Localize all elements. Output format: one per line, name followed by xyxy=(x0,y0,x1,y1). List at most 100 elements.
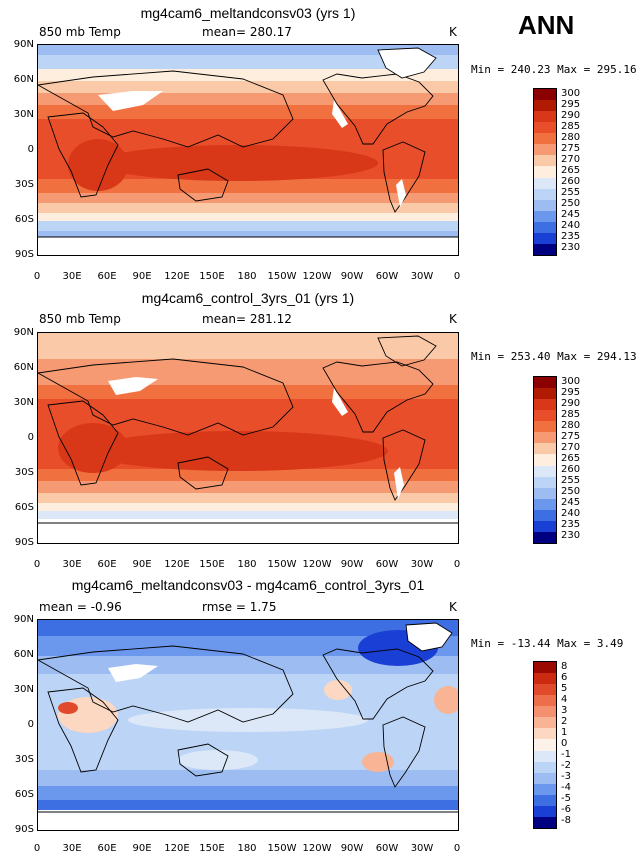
p1-xtick: 120E xyxy=(164,271,190,282)
colorbar-label: -2 xyxy=(561,760,571,772)
colorbar-label: 285 xyxy=(561,408,581,420)
p3-ytick: 30S xyxy=(14,754,34,765)
colorbar-label: 230 xyxy=(561,530,581,542)
colorbar-swatch xyxy=(534,772,556,785)
panel-1-colorbar xyxy=(533,88,557,256)
colorbar-swatch xyxy=(534,739,556,752)
colorbar-label: 245 xyxy=(561,209,581,221)
colorbar-label: -4 xyxy=(561,782,571,794)
colorbar-label: 8 xyxy=(561,660,568,672)
colorbar-label: -3 xyxy=(561,771,571,783)
panel-3-right-label: K xyxy=(449,600,457,614)
p1-ytick: 0 xyxy=(27,144,34,155)
p2-xtick: 180 xyxy=(237,559,257,570)
panel-2-colorbar xyxy=(533,376,557,544)
colorbar-label: 270 xyxy=(561,441,581,453)
colorbar-label: 245 xyxy=(561,497,581,509)
panel-3-left-label: mean = -0.96 xyxy=(39,600,122,614)
p1-xtick: 60E xyxy=(97,271,117,282)
p3-xtick: 60W xyxy=(375,843,399,854)
p2-ytick: 90N xyxy=(13,327,34,338)
p2-xtick: 120W xyxy=(302,559,332,570)
p3-xtick: 0 xyxy=(33,843,41,854)
colorbar-label: 280 xyxy=(561,131,581,143)
panel-2-colorbar-labels: 300 295 290 285 280 275 270 265 260 255 250 245 240 2… xyxy=(561,376,601,544)
colorbar-label: 240 xyxy=(561,220,581,232)
colorbar-label: 260 xyxy=(561,464,581,476)
colorbar-label: 5 xyxy=(561,682,568,694)
p2-ytick: 60S xyxy=(14,502,34,513)
colorbar-swatch xyxy=(534,454,556,467)
p2-xtick: 60W xyxy=(375,559,399,570)
season-label: ANN xyxy=(518,10,575,40)
colorbar-swatch xyxy=(534,243,556,256)
p2-xtick: 30E xyxy=(62,559,82,570)
p1-xtick: 150E xyxy=(199,271,225,282)
colorbar-swatch xyxy=(534,122,556,134)
p1-ytick: 30S xyxy=(14,179,34,190)
colorbar-label: 255 xyxy=(561,187,581,199)
colorbar-label: 2 xyxy=(561,715,568,727)
colorbar-label: 4 xyxy=(561,693,568,705)
p3-xtick: 90W xyxy=(340,843,364,854)
colorbar-label: 300 xyxy=(561,375,581,387)
colorbar-swatch xyxy=(534,728,556,740)
panel-1-center-label: mean= 280.17 xyxy=(202,25,292,39)
p2-ytick: 60N xyxy=(13,362,34,373)
colorbar-swatch xyxy=(534,465,556,478)
colorbar-label: 6 xyxy=(561,671,568,683)
p3-ytick: 90N xyxy=(13,614,34,625)
p1-xtick: 30E xyxy=(62,271,82,282)
colorbar-swatch xyxy=(534,695,556,707)
p3-xtick: 60E xyxy=(97,843,117,854)
p2-ytick: 30N xyxy=(13,397,34,408)
colorbar-swatch xyxy=(534,476,556,489)
colorbar-swatch xyxy=(534,410,556,422)
p3-xtick: 180 xyxy=(237,843,257,854)
colorbar-swatch xyxy=(534,487,556,500)
panel-2-left-label: 850 mb Temp xyxy=(39,312,121,326)
colorbar-swatch xyxy=(534,673,556,685)
colorbar-label: 240 xyxy=(561,508,581,520)
p1-xtick: 0 xyxy=(453,271,461,282)
colorbar-swatch xyxy=(534,111,556,123)
p2-xtick: 150W xyxy=(267,559,297,570)
p2-xtick: 90W xyxy=(340,559,364,570)
colorbar-label: -5 xyxy=(561,793,571,805)
panel-3-title: mg4cam6_meltandconsv03 - mg4cam6_control… xyxy=(71,577,425,593)
p3-xtick: 120E xyxy=(164,843,190,854)
p3-xtick: 30W xyxy=(410,843,434,854)
p2-xtick: 0 xyxy=(453,559,461,570)
panel-2-title: mg4cam6_control_3yrs_01 (yrs 1) xyxy=(141,290,355,306)
panel-3-colorbar xyxy=(533,661,557,829)
panel-1-map-svg xyxy=(38,45,458,255)
p3-ytick: 60S xyxy=(14,789,34,800)
panel-3-map xyxy=(37,619,459,831)
colorbar-swatch xyxy=(534,199,556,212)
p1-ytick: 90S xyxy=(14,249,34,260)
colorbar-swatch xyxy=(534,421,556,433)
p3-xtick: 120W xyxy=(302,843,332,854)
p2-xtick: 0 xyxy=(33,559,41,570)
panel-1-colorbar-labels: 300 295 290 285 280 275 270 265 260 255 250 245 240 2… xyxy=(561,88,601,256)
colorbar-swatch xyxy=(534,133,556,145)
p3-xtick: 30E xyxy=(62,843,82,854)
p1-ytick: 30N xyxy=(13,109,34,120)
colorbar-swatch xyxy=(534,188,556,201)
colorbar-label: 280 xyxy=(561,419,581,431)
panel-2-map-svg xyxy=(38,333,458,543)
colorbar-swatch xyxy=(534,662,556,674)
p1-xtick: 180 xyxy=(237,271,257,282)
p3-xtick: 150E xyxy=(199,843,225,854)
p1-xtick: 120W xyxy=(302,271,332,282)
colorbar-swatch xyxy=(534,377,556,389)
colorbar-swatch xyxy=(534,155,556,167)
panel-3-center-label: rmse = 1.75 xyxy=(202,600,277,614)
colorbar-label: 255 xyxy=(561,475,581,487)
colorbar-label: 275 xyxy=(561,430,581,442)
p3-xtick: 150W xyxy=(267,843,297,854)
colorbar-swatch xyxy=(534,531,556,544)
panel-3-map-svg xyxy=(38,620,458,830)
colorbar-swatch xyxy=(534,717,556,729)
colorbar-label: 295 xyxy=(561,386,581,398)
